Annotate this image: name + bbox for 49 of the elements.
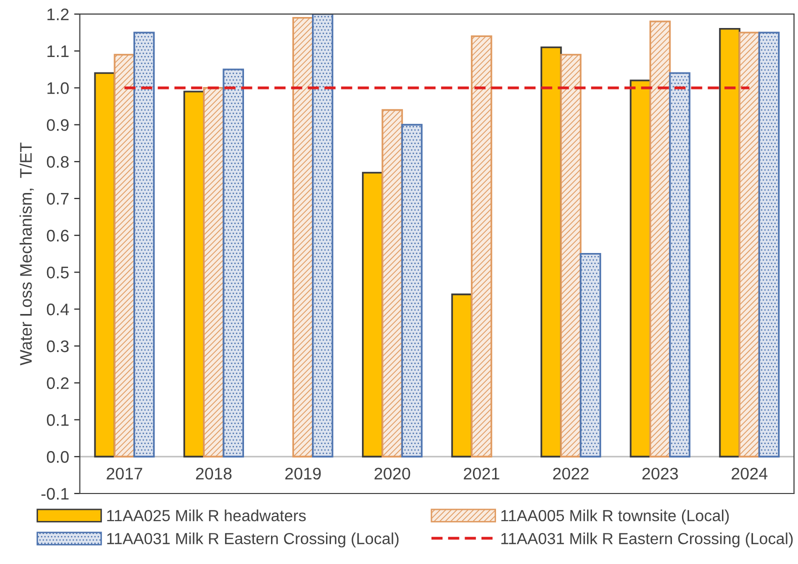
bar — [133, 32, 155, 458]
bar — [560, 54, 582, 458]
bar — [382, 109, 403, 458]
y-tick-label: 0.4 — [46, 304, 69, 316]
y-tick-label: 1.1 — [47, 46, 69, 58]
bar — [630, 80, 652, 458]
x-tick-label: 2022 — [553, 468, 589, 480]
bar — [183, 90, 205, 458]
legend-label: 11AA031 Milk R Eastern Crossing (Local) — [501, 532, 793, 548]
bar — [203, 87, 224, 458]
y-axis-title: Water Loss Mechanism, T/ET — [20, 142, 34, 366]
bar — [649, 20, 671, 458]
y-tick-label: 0.9 — [46, 119, 69, 131]
x-tick-label: 2017 — [106, 468, 142, 480]
y-tick-label: 1.2 — [47, 8, 69, 20]
x-tick-label: 2018 — [196, 468, 232, 480]
bar — [540, 46, 562, 458]
legend-label: 11AA031 Milk R Eastern Crossing (Local) — [107, 532, 399, 548]
x-tick-label: 2023 — [642, 468, 678, 480]
legend-label: 11AA005 Milk R townsite (Local) — [501, 510, 729, 524]
y-tick-label: 0.6 — [46, 230, 69, 242]
y-tick-label: 0.5 — [46, 266, 69, 278]
y-tick-label: 0.3 — [46, 340, 69, 352]
bar — [669, 72, 690, 458]
bar — [580, 252, 602, 458]
x-tick-label: 2019 — [285, 468, 321, 480]
bar — [312, 14, 334, 458]
y-tick-label: 0.0 — [46, 451, 69, 463]
y-tick-label: 0.1 — [46, 414, 69, 426]
bar — [401, 124, 423, 458]
y-tick-label: -0.1 — [41, 488, 69, 500]
x-tick-label: 2024 — [732, 468, 768, 480]
bar — [719, 28, 740, 458]
bar — [738, 32, 760, 458]
bar — [94, 72, 116, 458]
bar — [362, 172, 384, 458]
y-tick-label: 1.0 — [47, 82, 69, 94]
bar — [470, 35, 492, 458]
bar — [222, 68, 244, 458]
y-tick-label: 0.8 — [46, 156, 69, 168]
bar — [451, 294, 473, 458]
bar — [114, 54, 136, 458]
x-tick-label: 2021 — [464, 468, 500, 480]
x-tick-label: 2020 — [374, 468, 410, 480]
y-tick-label: 0.2 — [46, 377, 69, 390]
y-tick-label: 0.7 — [46, 192, 69, 205]
bar — [292, 16, 314, 458]
bar — [758, 32, 780, 458]
legend-label: 11AA025 Milk R headwaters — [107, 510, 306, 522]
